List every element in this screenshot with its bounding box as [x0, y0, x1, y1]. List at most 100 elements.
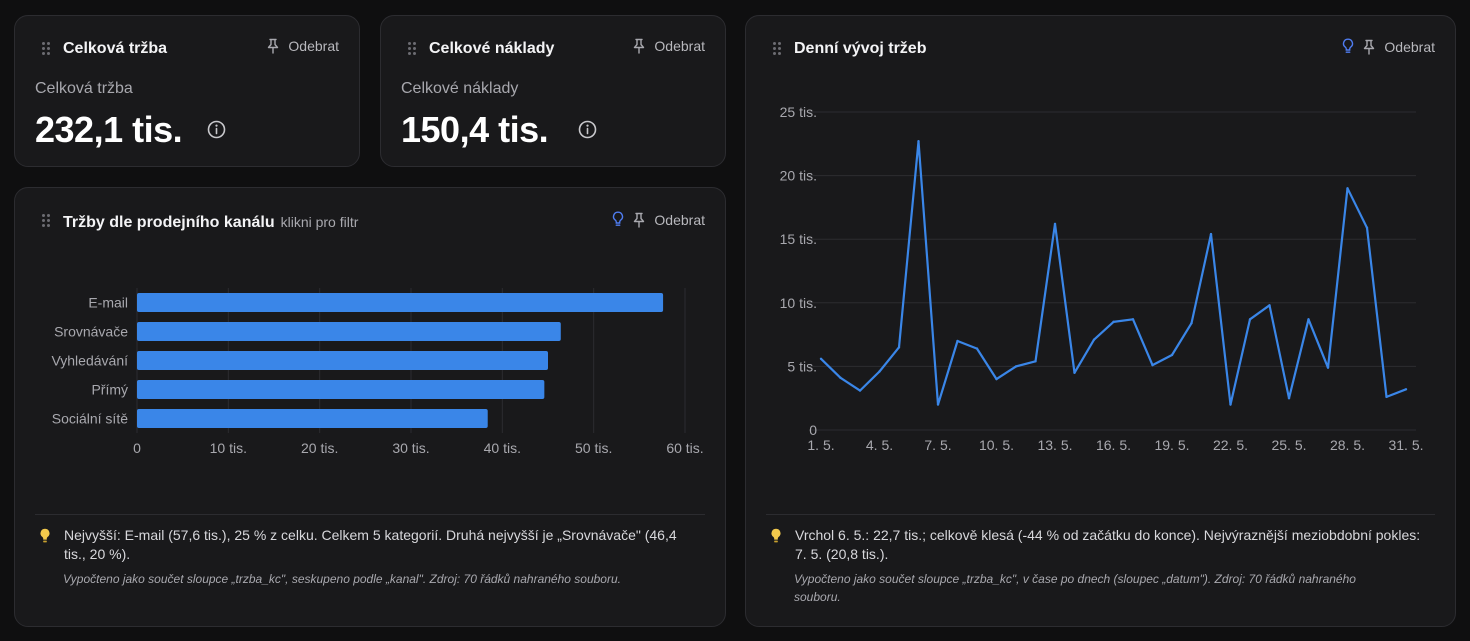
drag-handle-icon[interactable]	[773, 42, 781, 56]
drag-handle-icon[interactable]	[42, 42, 50, 56]
lightbulb-icon	[770, 528, 782, 549]
x-tick-label: 25. 5.	[1271, 437, 1306, 453]
data-point	[1385, 395, 1388, 399]
data-point	[1404, 388, 1408, 391]
bar	[137, 293, 664, 312]
lightbulb-icon	[39, 528, 51, 549]
data-point	[1365, 226, 1369, 229]
data-point	[1053, 222, 1057, 226]
pin-icon[interactable]	[1362, 39, 1376, 55]
source-note: Vypočteno jako součet sloupce „trzba_kc"…	[794, 572, 1356, 604]
card-actions: Odebrat	[1342, 38, 1435, 55]
data-point	[839, 376, 842, 380]
insight-text: Nejvyšší: E-mail (57,6 tis.), 25 % z cel…	[64, 527, 677, 562]
pin-icon[interactable]	[632, 38, 646, 54]
data-point	[1170, 353, 1174, 357]
data-point	[956, 339, 959, 343]
x-tick-label: 16. 5.	[1096, 437, 1131, 453]
x-tick-label: 31. 5.	[1388, 437, 1423, 453]
data-point	[1073, 371, 1076, 374]
bar	[137, 322, 561, 341]
lightbulb-icon[interactable]	[1342, 38, 1354, 55]
daily-line-chart: 0 5 tis. 10 tis. 15 tis. 20 tis. 25 tis. 1. 5.…	[780, 104, 1424, 453]
pin-icon[interactable]	[266, 38, 280, 54]
data-point	[975, 347, 979, 350]
x-tick-label: 10. 5.	[979, 437, 1014, 453]
source-note: Vypočteno jako součet sloupce „trzba_kc"…	[63, 572, 621, 586]
remove-button[interactable]: Odebrat	[288, 38, 339, 54]
data-point	[897, 346, 901, 349]
data-point	[995, 377, 998, 381]
x-tick-label: 19. 5.	[1154, 437, 1189, 453]
card-title: Denní vývoj tržeb	[794, 40, 927, 57]
x-tick-label: 10 tis.	[210, 440, 247, 456]
kpi-card-costs: Celkové náklady Odebrat Celkové náklady …	[380, 15, 726, 167]
category-label: Srovnávače	[54, 324, 128, 340]
pin-icon[interactable]	[632, 212, 646, 228]
category-label: Přímý	[91, 382, 128, 398]
drag-handle-icon[interactable]	[408, 42, 416, 56]
card-title: Celková tržba	[63, 40, 168, 57]
x-tick-label: 20 tis.	[301, 440, 338, 456]
divider	[35, 514, 705, 515]
card-actions: Odebrat	[612, 211, 705, 228]
data-point	[917, 140, 920, 143]
data-point	[878, 370, 881, 373]
card-actions: Odebrat	[266, 38, 339, 54]
x-tick-label: 30 tis.	[392, 440, 429, 456]
category-label: Vyhledávání	[51, 353, 128, 369]
card-actions: Odebrat	[632, 38, 705, 54]
insight: Vrchol 6. 5.: 22,7 tis.; celkově klesá (…	[770, 526, 1430, 564]
category-label: E-mail	[88, 295, 128, 311]
kpi-label: Celkové náklady	[401, 80, 519, 97]
remove-button[interactable]: Odebrat	[654, 211, 705, 228]
x-tick-label: 40 tis.	[484, 440, 521, 456]
y-tick-label: 25 tis.	[780, 104, 817, 120]
channel-bar-chart: 0 10 tis. 20 tis. 30 tis. 40 tis. 50 tis. 60 t…	[51, 288, 704, 456]
data-point	[1131, 318, 1135, 321]
drag-handle-icon[interactable]	[42, 214, 50, 228]
y-tick-label: 0	[809, 422, 817, 438]
daily-chart-card: Denní vývoj tržeb Odebrat 0 5 tis. 10 tis.…	[745, 15, 1456, 627]
card-title: Celkové náklady	[429, 40, 555, 57]
filter-hint: klikni pro filtr	[280, 214, 359, 230]
data-point	[1346, 187, 1349, 190]
remove-button[interactable]: Odebrat	[1384, 38, 1435, 55]
x-tick-label: 1. 5.	[807, 437, 834, 453]
bar	[137, 409, 488, 428]
divider	[766, 514, 1435, 515]
card-title-text: Tržby dle prodejního kanálu	[63, 214, 275, 231]
info-icon[interactable]	[207, 120, 226, 144]
remove-button[interactable]: Odebrat	[654, 38, 705, 54]
insight-text: Vrchol 6. 5.: 22,7 tis.; celkově klesá (…	[795, 527, 1421, 562]
data-point	[1307, 318, 1310, 321]
bar	[137, 380, 545, 399]
kpi-value: 150,4 tis.	[401, 109, 549, 150]
y-tick-label: 15 tis.	[780, 231, 817, 247]
data-point	[1248, 318, 1252, 321]
data-point	[1229, 403, 1232, 406]
kpi-value: 232,1 tis.	[35, 109, 183, 150]
lightbulb-icon[interactable]	[612, 211, 624, 228]
x-tick-label: 7. 5.	[924, 437, 951, 453]
x-tick-label: 28. 5.	[1330, 437, 1365, 453]
x-tick-label: 50 tis.	[575, 440, 612, 456]
data-point	[1209, 232, 1213, 236]
data-point	[1092, 338, 1096, 341]
data-point	[1268, 304, 1271, 307]
category-label: Sociální sítě	[52, 411, 128, 427]
card-title: Tržby dle prodejního kanálu klikni pro fi…	[63, 214, 358, 232]
y-tick-label: 10 tis.	[780, 295, 817, 311]
x-tick-label: 0	[133, 440, 141, 456]
x-tick-label: 13. 5.	[1037, 437, 1072, 453]
data-point	[1326, 366, 1330, 369]
kpi-card-revenue: Celková tržba Odebrat Celková tržba 232,…	[14, 15, 360, 167]
info-icon[interactable]	[578, 120, 597, 144]
x-tick-label: 22. 5.	[1213, 437, 1248, 453]
data-point	[936, 403, 940, 406]
bar	[137, 351, 548, 370]
data-point	[1287, 397, 1291, 400]
x-tick-label: 60 tis.	[666, 440, 703, 456]
insight: Nejvyšší: E-mail (57,6 tis.), 25 % z cel…	[39, 526, 699, 564]
x-tick-label: 4. 5.	[866, 437, 893, 453]
